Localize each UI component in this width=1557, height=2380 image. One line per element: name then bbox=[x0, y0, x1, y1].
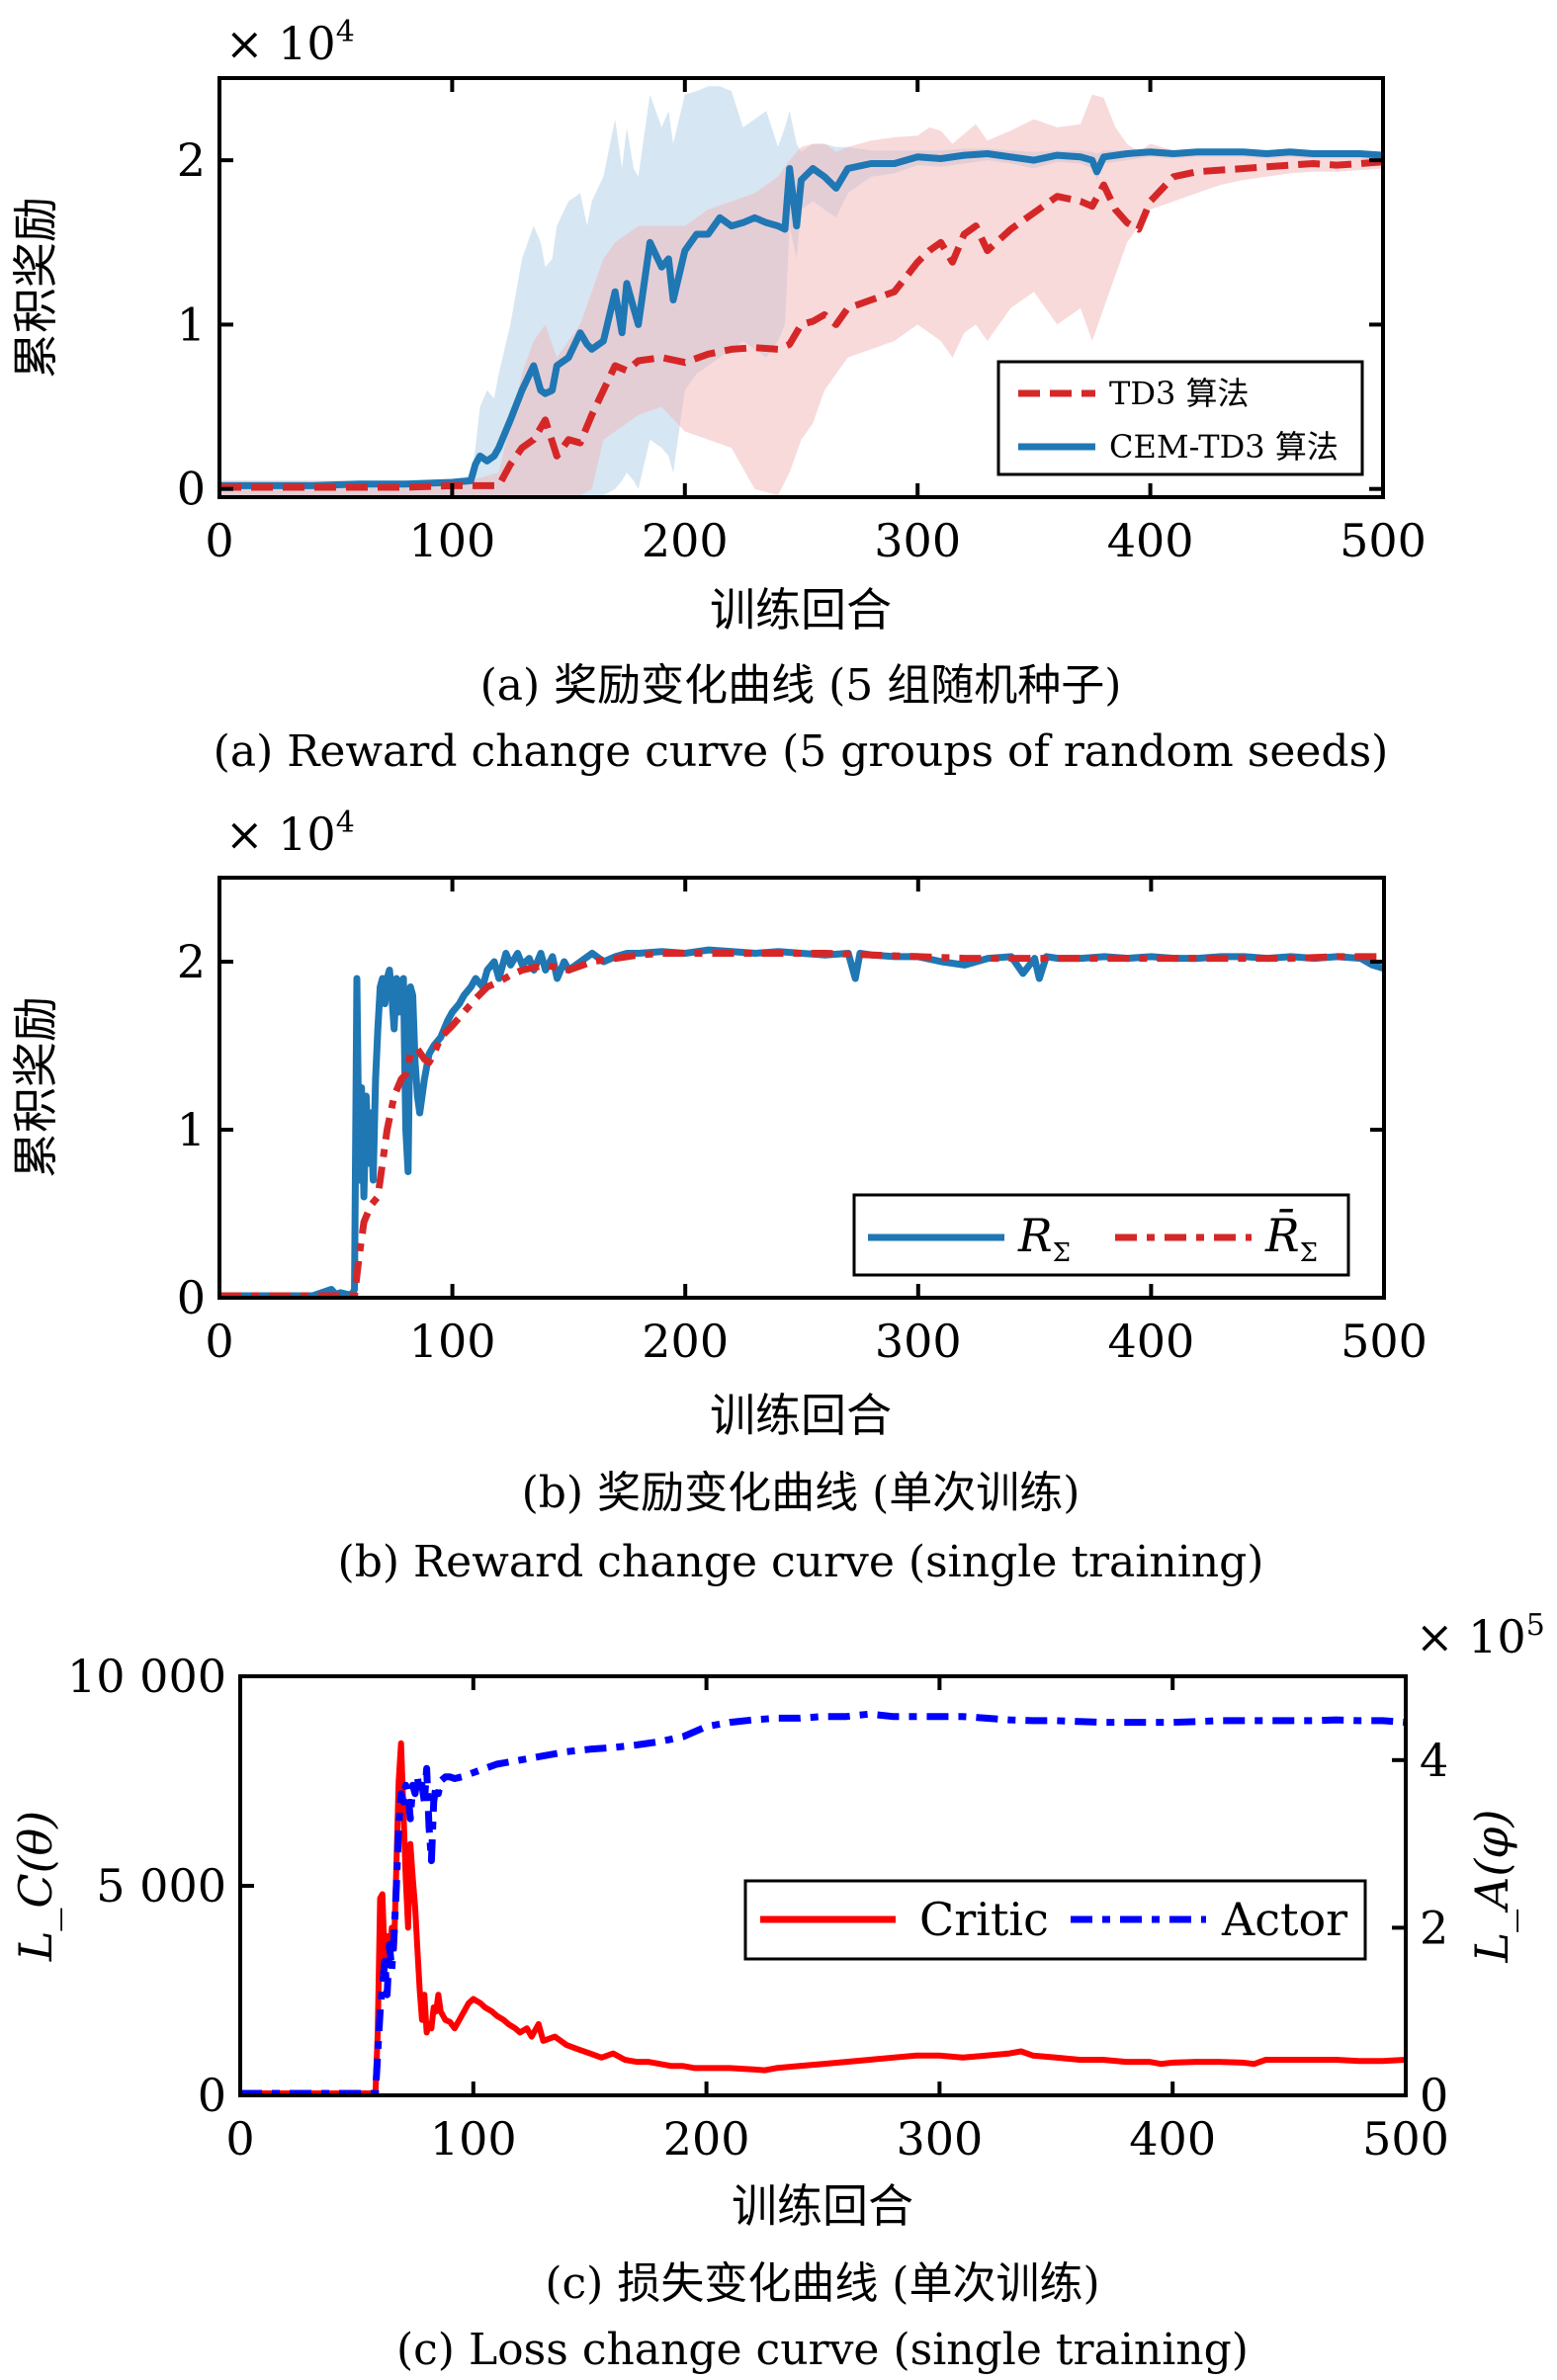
a-y-tick-label: 1 bbox=[177, 298, 206, 351]
b-legend-r-label: RΣ bbox=[1017, 1209, 1071, 1268]
c-y-axis-right-label: L_A(φ) bbox=[1465, 1810, 1518, 1964]
c-y-tick-label-right: 2 bbox=[1420, 1901, 1448, 1954]
b-series-lines bbox=[219, 946, 1385, 1300]
c-multiplier: × 105 bbox=[1416, 1608, 1545, 1663]
b-line-r-sigma bbox=[219, 946, 1385, 1300]
panel-b-reward-single: 0 100 200 300 400 500 0 1 2 × 104 累积奖励 训练回合 (b) … bbox=[9, 806, 1427, 1587]
c-line-actor bbox=[240, 1710, 1407, 2097]
a-y-tick-label: 0 bbox=[177, 463, 206, 516]
c-y-tick-label: 5 000 bbox=[96, 1859, 226, 1912]
a-x-axis-label: 训练回合 bbox=[710, 583, 892, 637]
a-ticks: 0 100 200 300 400 500 0 1 2 bbox=[177, 78, 1427, 567]
a-caption-en: (a) Reward change curve (5 groups of ran… bbox=[214, 726, 1389, 777]
b-caption-cn: (b) 奖励变化曲线 (单次训练) bbox=[522, 1468, 1081, 1518]
c-y-tick-label: 10 000 bbox=[67, 1650, 226, 1703]
a-x-tick-label: 400 bbox=[1107, 514, 1194, 567]
b-line-r-bar-sigma bbox=[219, 950, 1384, 1300]
b-y-tick-label: 2 bbox=[177, 935, 206, 988]
c-series-lines bbox=[240, 1710, 1407, 2097]
c-x-tick-label: 200 bbox=[663, 2112, 750, 2166]
a-legend-box bbox=[996, 360, 1364, 476]
b-y-tick-label: 0 bbox=[177, 1271, 206, 1324]
a-legend: TD3 算法 CEM-TD3 算法 bbox=[996, 360, 1364, 476]
a-band-td3 bbox=[219, 94, 1383, 495]
a-line-td3 bbox=[219, 158, 1384, 491]
a-confidence-bands bbox=[219, 86, 1383, 496]
c-legend-actor-label: Actor bbox=[1221, 1893, 1347, 1946]
a-x-tick-label: 500 bbox=[1340, 514, 1427, 567]
a-x-tick-label: 200 bbox=[642, 514, 729, 567]
a-legend-cemtd3-label: CEM-TD3 算法 bbox=[1109, 428, 1339, 466]
b-y-tick-label: 1 bbox=[177, 1103, 206, 1156]
b-ticks: 0 100 200 300 400 500 0 1 2 bbox=[177, 878, 1427, 1368]
c-line-critic bbox=[240, 1740, 1407, 2096]
a-caption-cn: (a) 奖励变化曲线 (5 组随机种子) bbox=[480, 660, 1122, 711]
c-x-tick-label: 300 bbox=[896, 2112, 983, 2166]
a-series-lines bbox=[219, 148, 1384, 491]
c-x-tick-label: 400 bbox=[1129, 2112, 1216, 2166]
c-x-tick-label: 0 bbox=[225, 2112, 254, 2166]
b-x-tick-label: 200 bbox=[642, 1315, 729, 1368]
b-legend: RΣ R̄Σ bbox=[852, 1193, 1350, 1277]
b-caption-en: (b) Reward change curve (single training… bbox=[338, 1537, 1264, 1587]
a-x-tick-label: 300 bbox=[874, 514, 961, 567]
c-caption-cn: (c) 损失变化曲线 (单次训练) bbox=[545, 2258, 1099, 2309]
a-x-tick-label: 0 bbox=[205, 514, 233, 567]
a-plot-frame bbox=[217, 76, 1385, 499]
c-x-tick-label: 500 bbox=[1362, 2112, 1449, 2166]
c-y-tick-label: 0 bbox=[198, 2069, 226, 2122]
panel-a-reward-5-seeds: 0 100 200 300 400 500 0 1 2 × 104 累积奖励 训练回合 (a) … bbox=[9, 15, 1427, 777]
c-x-axis-label: 训练回合 bbox=[732, 2179, 913, 2233]
b-x-axis-label: 训练回合 bbox=[710, 1389, 892, 1442]
c-caption-en: (c) Loss change curve (single training) bbox=[396, 2325, 1249, 2375]
b-multiplier: × 104 bbox=[225, 806, 355, 861]
a-multiplier: × 104 bbox=[225, 15, 355, 70]
c-legend: Critic Actor bbox=[743, 1879, 1367, 1961]
b-y-axis-label: 累积奖励 bbox=[9, 996, 62, 1178]
a-y-axis-label: 累积奖励 bbox=[9, 197, 62, 379]
a-line-cemtd3 bbox=[219, 148, 1384, 489]
b-x-tick-label: 400 bbox=[1107, 1315, 1194, 1368]
a-band-cemtd3 bbox=[219, 86, 1383, 496]
a-y-tick-label: 2 bbox=[177, 133, 206, 187]
c-y-tick-label-right: 4 bbox=[1420, 1734, 1448, 1787]
c-y-axis-left-label: L_C(θ) bbox=[9, 1811, 62, 1962]
c-x-tick-label: 100 bbox=[430, 2112, 517, 2166]
b-x-tick-label: 0 bbox=[205, 1315, 233, 1368]
c-y-tick-label-right: 0 bbox=[1420, 2069, 1448, 2122]
b-x-tick-label: 500 bbox=[1341, 1315, 1427, 1368]
b-x-tick-label: 100 bbox=[409, 1315, 496, 1368]
a-legend-td3-label: TD3 算法 bbox=[1109, 375, 1250, 412]
b-legend-rbar-label: R̄Σ bbox=[1264, 1208, 1318, 1268]
a-x-tick-label: 100 bbox=[408, 514, 495, 567]
b-x-tick-label: 300 bbox=[875, 1315, 962, 1368]
c-legend-critic-label: Critic bbox=[919, 1893, 1049, 1946]
b-plot-frame bbox=[217, 876, 1386, 1300]
